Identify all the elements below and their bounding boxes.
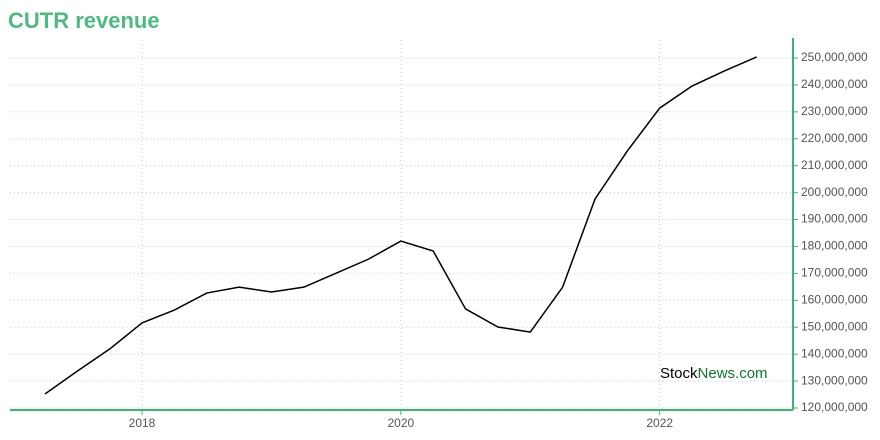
- y-tick-label: 250,000,000: [801, 50, 868, 64]
- line: [44, 56, 758, 395]
- chart-title: CUTR revenue: [8, 8, 160, 33]
- x-tick-label: 2020: [388, 416, 415, 430]
- y-tick-label: 160,000,000: [801, 292, 868, 306]
- y-tick-label: 170,000,000: [801, 266, 868, 280]
- x-tick-label: 2018: [129, 416, 156, 430]
- y-tick-label: 120,000,000: [801, 400, 868, 414]
- y-tick-label: 180,000,000: [801, 239, 868, 253]
- y-tick-label: 240,000,000: [801, 77, 868, 91]
- y-tick-label: 130,000,000: [801, 373, 868, 387]
- watermark-part: Stock: [660, 365, 698, 382]
- y-tick-label: 230,000,000: [801, 104, 868, 118]
- y-tick-label: 220,000,000: [801, 131, 868, 145]
- watermark-part: News.com: [698, 365, 768, 382]
- y-tick-label: 140,000,000: [801, 346, 868, 360]
- x-tick-label: 2022: [646, 416, 673, 430]
- y-tick-label: 150,000,000: [801, 319, 868, 333]
- y-tick-label: 190,000,000: [801, 212, 868, 226]
- watermark: StockNews.com: [660, 365, 768, 382]
- y-tick-label: 210,000,000: [801, 158, 868, 172]
- y-tick-label: 200,000,000: [801, 185, 868, 199]
